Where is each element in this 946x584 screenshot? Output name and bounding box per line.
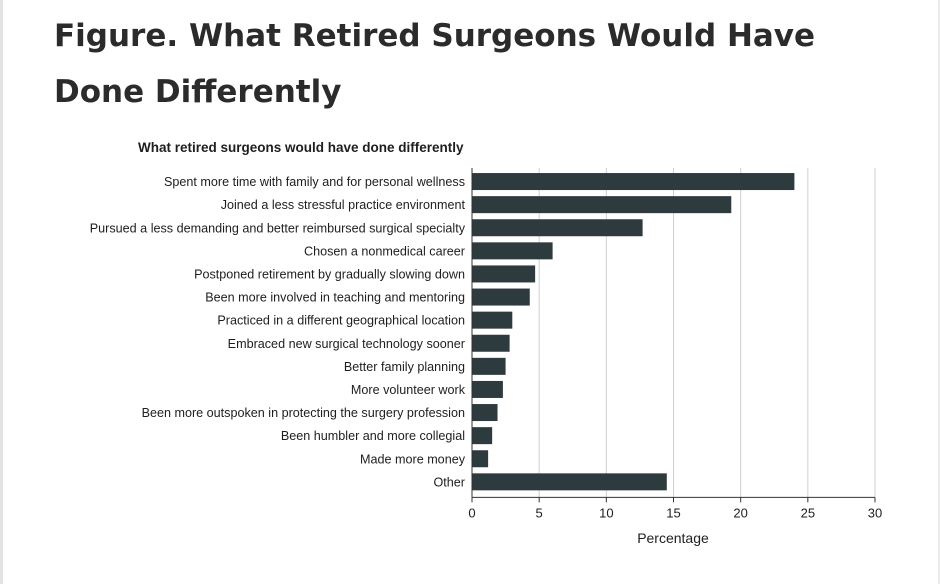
bar bbox=[472, 288, 530, 306]
category-label: Postponed retirement by gradually slowin… bbox=[194, 267, 465, 281]
category-label: Made more money bbox=[360, 452, 466, 466]
bar bbox=[472, 427, 493, 445]
bar bbox=[472, 219, 643, 237]
category-label: Better family planning bbox=[344, 360, 465, 374]
figure-title: Figure. What Retired Surgeons Would Have… bbox=[54, 18, 816, 110]
category-label: Embraced new surgical technology sooner bbox=[228, 337, 465, 351]
category-label: Chosen a nonmedical career bbox=[304, 244, 465, 258]
category-label: Joined a less stressful practice environ… bbox=[221, 198, 466, 212]
bar-chart: Spent more time with family and for pers… bbox=[0, 130, 946, 560]
x-tick-label: 20 bbox=[733, 505, 747, 520]
bar bbox=[472, 450, 489, 468]
category-label: Been more involved in teaching and mento… bbox=[205, 291, 465, 305]
bar bbox=[472, 334, 510, 352]
category-label: Other bbox=[434, 475, 466, 489]
chart-title: What retired surgeons would have done di… bbox=[138, 140, 464, 155]
page-right-border bbox=[938, 0, 940, 584]
category-label: Practiced in a different geographical lo… bbox=[217, 314, 465, 328]
bar bbox=[472, 404, 498, 422]
bar bbox=[472, 311, 513, 329]
category-label: Been humbler and more collegial bbox=[281, 429, 465, 443]
x-tick-label: 25 bbox=[801, 505, 815, 520]
x-tick-label: 10 bbox=[599, 505, 613, 520]
bar bbox=[472, 265, 536, 283]
bar-chart-svg: Spent more time with family and for pers… bbox=[90, 140, 882, 546]
x-tick-label: 15 bbox=[666, 505, 680, 520]
bar bbox=[472, 380, 503, 398]
bar bbox=[472, 473, 667, 491]
page-left-border bbox=[0, 0, 3, 584]
x-axis-label: Percentage bbox=[637, 530, 709, 546]
bar-layer bbox=[472, 173, 795, 491]
category-label-layer: Spent more time with family and for pers… bbox=[90, 175, 466, 489]
x-tick-label: 0 bbox=[468, 505, 475, 520]
bar bbox=[472, 196, 732, 214]
x-tick-label: 5 bbox=[536, 505, 543, 520]
grid-layer bbox=[538, 168, 876, 498]
category-label: Been more outspoken in protecting the su… bbox=[142, 406, 465, 420]
bar bbox=[472, 357, 506, 375]
bar bbox=[472, 242, 553, 260]
x-tick-label: 30 bbox=[868, 505, 882, 520]
x-axis: 0 5 10 15 20 25 30 bbox=[468, 168, 882, 520]
bar bbox=[472, 173, 795, 191]
category-label: Spent more time with family and for pers… bbox=[164, 175, 465, 189]
category-label: Pursued a less demanding and better reim… bbox=[90, 221, 466, 235]
category-label: More volunteer work bbox=[351, 383, 466, 397]
